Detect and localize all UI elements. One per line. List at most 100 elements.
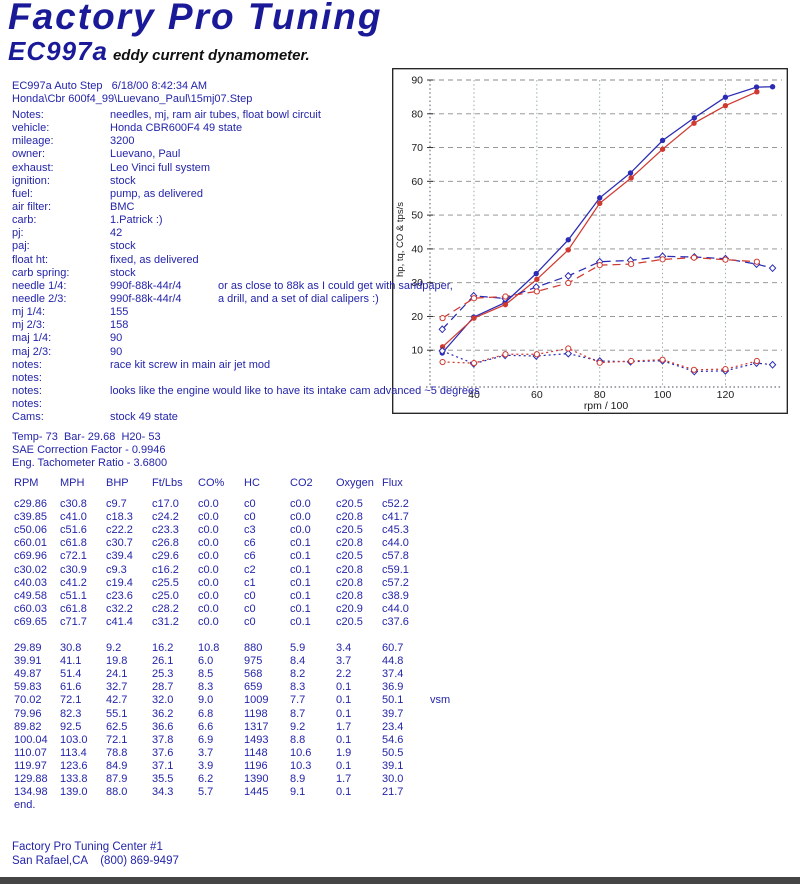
svg-text:90: 90: [411, 75, 423, 87]
setup-row: notes: looks like the engine would like t…: [12, 385, 480, 398]
svg-text:80: 80: [411, 108, 423, 120]
setup-extra: or as close to 88k as I could get with s…: [218, 279, 453, 292]
setup-row: notes: race kit screw in main air jet mod: [12, 359, 480, 372]
setup-row: carb: 1.Patrick :): [12, 214, 480, 227]
setup-block: Notes: needles, mj, ram air tubes, float …: [12, 109, 480, 424]
svg-text:60: 60: [531, 389, 543, 401]
setup-row: notes:: [12, 372, 480, 385]
svg-text:40: 40: [468, 389, 480, 401]
table-row: c69.65 c71.7 c41.4 c31.2 c0.0 c0 c0.1 c20.5 c37.…: [14, 615, 409, 628]
setup-label: notes:: [12, 398, 42, 411]
setup-label: mj 1/4:: [12, 306, 46, 319]
setup-row: notes:: [12, 398, 480, 411]
setup-row: needle 2/3: 990f-88k-44r/4 a drill, and a …: [12, 293, 480, 306]
setup-val: BMC: [110, 200, 135, 213]
table-row: c49.58 c51.1 c23.6 c25.0 c0.0 c0 c0.1 c20.8 c38.…: [14, 589, 409, 602]
dyno-chart: 10 20 30 40 50 60 70 80 90 40 60 80 100 120 rpm / 100 h…: [392, 68, 788, 414]
setup-val: Honda CBR600F4 49 state: [110, 122, 243, 135]
results-corrected-rows: c29.86 c30.8 c9.7 c17.0 c0.0 c0 c0.0 c20.5 c52.2…: [14, 498, 428, 629]
setup-row: needle 1/4: 990f-88k-44r/4 or as close to …: [12, 280, 480, 293]
setup-label: carb:: [12, 214, 37, 227]
brand-title: Factory Pro Tuning: [8, 0, 383, 37]
table-row: 110.07 113.4 78.8 37.6 3.7 1148 10.6 1.9 50.5: [14, 746, 404, 759]
setup-label: Notes:: [12, 109, 44, 121]
setup-val: 90: [110, 332, 123, 345]
run-info-line2: Honda\Cbr 600f4_99\Luevano_Paul\15mj07.S…: [12, 93, 253, 105]
svg-text:60: 60: [411, 176, 423, 188]
table-row: c69.96 c72.1 c39.4 c29.6 c0.0 c6 c0.1 c20.5 c57.…: [14, 550, 409, 563]
table-header-row: RPM MPH BHP Ft/Lbs CO% HC CO2 Oxygen Flux: [14, 477, 403, 489]
model-line: EC997a eddy current dynamometer.: [8, 36, 310, 67]
svg-text:100: 100: [654, 389, 672, 401]
setup-row: mj 2/3: 158: [12, 319, 480, 332]
table-row: 89.82 92.5 62.5 36.6 6.6 1317 9.2 1.7 23.4: [14, 720, 404, 733]
setup-label: owner:: [12, 148, 46, 161]
setup-label: air filter:: [12, 200, 52, 213]
setup-label: Cams:: [12, 411, 44, 424]
setup-val: 158: [110, 319, 129, 332]
setup-label: notes:: [12, 358, 42, 371]
setup-val: stock: [110, 266, 136, 279]
results-header-row: RPM MPH BHP Ft/Lbs CO% HC CO2 Oxygen Flux: [14, 477, 428, 490]
svg-text:70: 70: [411, 142, 423, 154]
setup-label: notes:: [12, 371, 42, 384]
table-row: c30.02 c30.9 c9.3 c16.2 c0.0 c2 c0.1 c20.8 c59.1: [14, 563, 409, 576]
svg-text:20: 20: [411, 311, 423, 323]
setup-row: pj: 42: [12, 227, 480, 240]
setup-label: mj 2/3:: [12, 319, 46, 332]
setup-label: vehicle:: [12, 122, 50, 135]
env-tach-line: Eng. Tachometer Ratio - 3.6800: [12, 457, 168, 470]
table-row: c40.03 c41.2 c19.4 c25.5 c0.0 c1 c0.1 c20.8 c57.…: [14, 576, 409, 589]
setup-label: paj:: [12, 240, 30, 253]
setup-row: air filter: BMC: [12, 201, 480, 214]
setup-extra: a drill, and a set of dial calipers :): [218, 292, 379, 305]
setup-label: notes:: [12, 384, 42, 397]
setup-row: ignition: stock: [12, 175, 480, 188]
model-name: EC997a: [8, 36, 108, 66]
table-row: 70.02 72.1 42.7 32.0 9.0 1009 7.7 0.1 50.1: [14, 694, 404, 707]
table-row: 119.97 123.6 84.9 37.1 3.9 1196 10.3 0.1 39.1: [14, 759, 404, 772]
table-row: 100.04 103.0 72.1 37.8 6.9 1493 8.8 0.1 54.6: [14, 733, 404, 746]
table-row: 79.96 82.3 55.1 36.2 6.8 1198 8.7 0.1 39.7: [14, 707, 404, 720]
series-bhp-current: [441, 86, 773, 354]
series-co-current: [442, 350, 773, 373]
table-row: c60.01 c61.8 c30.7 c26.8 c0.0 c6 c0.1 c20.8 c44.…: [14, 537, 409, 550]
model-subtitle: eddy current dynamometer.: [112, 47, 310, 64]
setup-label: carb spring:: [12, 266, 70, 279]
setup-label: needle 2/3:: [12, 292, 67, 305]
y-axis-label: hp, tq, CO & tps/s: [395, 202, 406, 277]
setup-val: 1.Patrick :): [110, 214, 163, 227]
svg-text:30: 30: [411, 277, 423, 289]
end-label: end.: [14, 799, 36, 811]
results-run-rows: 29.89 30.8 9.2 16.2 10.8 880 5.9 3.4 60.7 39.91 41…: [14, 642, 428, 799]
setup-label: maj 1/4:: [12, 332, 52, 345]
setup-row: mj 1/4: 155: [12, 306, 480, 319]
table-row: 129.88 133.8 87.9 35.5 6.2 1390 8.9 1.7 30.0: [14, 773, 404, 786]
setup-val: 155: [110, 306, 129, 319]
setup-row: carb spring: stock: [12, 267, 480, 280]
setup-val: needles, mj, ram air tubes, float bowl c…: [110, 109, 321, 121]
svg-text:80: 80: [594, 389, 606, 401]
setup-val: stock: [110, 174, 136, 187]
setup-label: needle 1/4:: [12, 279, 67, 292]
footer-line1: Factory Pro Tuning Center #1: [12, 841, 163, 853]
setup-row: owner: Luevano, Paul: [12, 148, 480, 161]
setup-val: 990f-88k-44r/4: [110, 279, 182, 292]
setup-val: looks like the engine would like to have…: [110, 384, 480, 397]
svg-text:50: 50: [411, 210, 423, 222]
setup-label: mileage:: [12, 135, 54, 148]
setup-val: 42: [110, 227, 123, 240]
setup-val: stock 49 state: [110, 411, 178, 424]
table-row: 59.83 61.6 32.7 28.7 8.3 659 8.3 0.1 36.9: [14, 681, 404, 694]
environment-block: Temp- 73 Bar- 29.68 H20- 53 SAE Correcti…: [12, 431, 167, 471]
table-row: c39.85 c41.0 c18.3 c24.2 c0.0 c0 c0.0 c20.8 c41.…: [14, 511, 409, 524]
setup-row: Notes: needles, mj, ram air tubes, float …: [12, 109, 480, 122]
run-info: EC997a Auto Step 6/18/00 8:42:34 AM Hond…: [12, 80, 252, 106]
setup-label: pj:: [12, 227, 24, 240]
setup-row: exhaust: Leo Vinci full system: [12, 162, 480, 175]
svg-text:120: 120: [717, 389, 735, 401]
setup-val: pump, as delivered: [110, 187, 203, 200]
setup-row: fuel: pump, as delivered: [12, 188, 480, 201]
scan-bottom-bar: [0, 877, 800, 884]
setup-row: mileage: 3200: [12, 135, 480, 148]
